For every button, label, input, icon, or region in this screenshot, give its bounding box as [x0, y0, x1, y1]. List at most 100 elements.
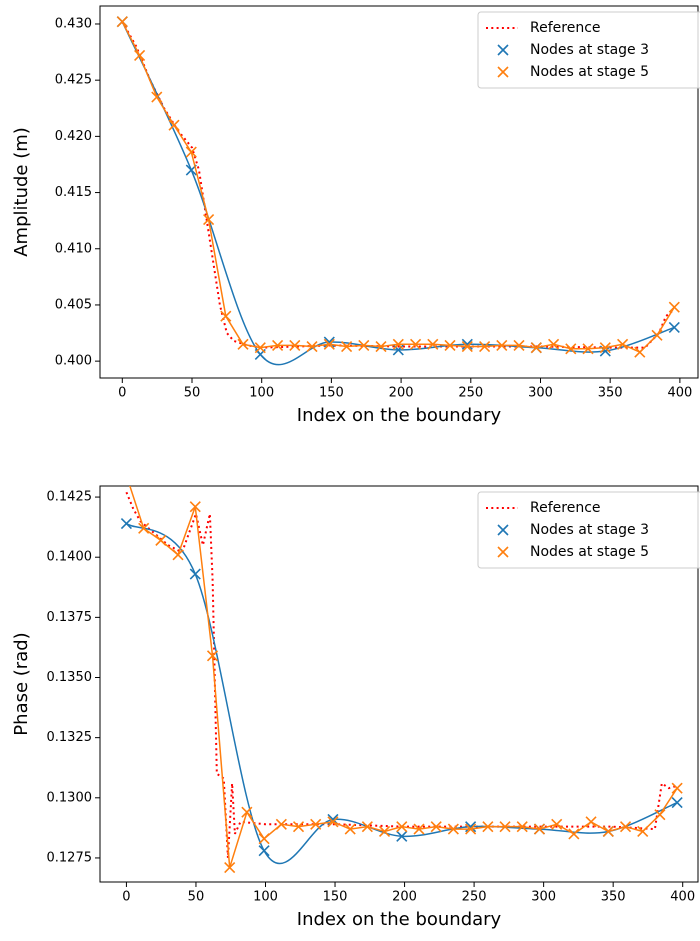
node-marker — [237, 338, 249, 350]
x-tick-label: 400 — [667, 386, 692, 401]
y-tick-label: 0.405 — [55, 297, 92, 312]
axes-frame — [99, 5, 699, 379]
node-marker — [258, 833, 270, 845]
y-tick-label: 0.425 — [55, 73, 92, 88]
node-marker — [224, 861, 236, 874]
x-tick-label: 0 — [118, 386, 126, 401]
legend-marker — [497, 44, 509, 56]
node-marker — [396, 830, 408, 842]
node-marker — [203, 213, 215, 226]
legend-label: Nodes at stage 3 — [530, 522, 649, 538]
node-marker — [189, 501, 201, 513]
y-tick-label: 0.410 — [55, 241, 92, 256]
node-marker — [120, 517, 132, 530]
legend: Reference Nodes at stage 3 Nodes at stage … — [477, 491, 700, 569]
node-marker — [375, 340, 387, 353]
node-marker — [516, 821, 528, 833]
node-marker — [427, 338, 439, 350]
x-tick-label: 250 — [458, 386, 483, 401]
node-marker — [619, 821, 632, 833]
node-marker — [292, 821, 305, 833]
node-marker — [465, 821, 477, 833]
node-marker — [275, 818, 287, 830]
node-marker — [344, 823, 356, 835]
node-marker — [121, 470, 131, 480]
y-tick-label: 0.420 — [55, 129, 92, 144]
x-tick-label: 50 — [188, 890, 205, 905]
node-marker — [637, 825, 649, 838]
node-marker — [461, 338, 473, 350]
legend-label: Nodes at stage 3 — [530, 42, 649, 58]
y-tick-label: 0.430 — [55, 16, 92, 31]
node-marker — [168, 119, 180, 131]
node-marker — [479, 340, 491, 353]
node-marker — [617, 338, 629, 350]
y-axis-label: Phase (rad) — [11, 632, 32, 735]
legend-marker — [497, 546, 509, 558]
node-marker — [396, 821, 408, 833]
axes-frame — [99, 485, 699, 883]
node-marker — [585, 816, 597, 828]
node-marker — [602, 825, 614, 838]
x-axis-label: Index on the boundary — [297, 405, 502, 426]
node-marker — [430, 821, 442, 833]
x-tick-label: 400 — [670, 890, 695, 905]
plot-area — [116, 16, 680, 366]
y-tick-label: 0.400 — [55, 354, 92, 369]
node-marker — [323, 338, 335, 350]
node-marker — [361, 821, 373, 833]
axes: 0 50 100 150 200 250 300 350 400 0.400 0.405 0.410 0… — [11, 5, 699, 426]
node-marker — [551, 818, 563, 830]
node-marker — [668, 301, 680, 313]
x-tick-label: 0 — [122, 890, 130, 905]
node-marker — [306, 340, 318, 353]
node-marker — [151, 91, 163, 103]
x-tick-label: 150 — [319, 386, 344, 401]
legend: Reference Nodes at stage 3 Nodes at stage … — [477, 11, 700, 89]
legend-label: Reference — [530, 20, 601, 36]
y-tick-label: 0.1425 — [47, 490, 93, 505]
node-marker — [548, 338, 560, 350]
x-tick-label: 150 — [323, 890, 348, 905]
node-marker — [220, 310, 232, 322]
x-tick-label: 300 — [531, 890, 556, 905]
node-marker — [654, 809, 666, 821]
node-marker — [172, 549, 184, 561]
node-marker — [668, 321, 680, 333]
x-tick-label: 350 — [601, 890, 626, 905]
node-marker — [134, 49, 146, 62]
node-marker — [310, 818, 322, 830]
node-marker — [341, 340, 353, 353]
y-tick-label: 0.1325 — [47, 730, 93, 745]
y-tick-label: 0.1400 — [47, 550, 93, 565]
node-marker — [138, 522, 150, 534]
node-marker — [565, 343, 577, 355]
legend-box — [477, 491, 700, 569]
node-marker — [116, 16, 128, 28]
x-tick-label: 350 — [598, 386, 623, 401]
node-marker — [533, 823, 546, 835]
legend-marker — [497, 524, 509, 536]
series-line — [125, 522, 678, 865]
plot-area — [120, 470, 683, 874]
node-marker — [413, 823, 425, 835]
node-marker — [634, 346, 646, 358]
node-marker — [599, 342, 611, 354]
node-marker — [289, 339, 301, 351]
x-tick-label: 200 — [392, 890, 417, 905]
node-marker — [444, 339, 456, 351]
node-marker — [241, 806, 253, 818]
node-marker — [671, 797, 683, 809]
node-marker — [530, 342, 542, 354]
node-marker — [392, 338, 404, 350]
y-tick-label: 0.415 — [55, 185, 92, 200]
node-marker — [482, 821, 494, 833]
y-tick-label: 0.1375 — [47, 610, 93, 625]
node-marker — [465, 823, 477, 835]
node-marker — [410, 338, 422, 350]
node-marker — [155, 534, 167, 546]
x-tick-label: 100 — [249, 386, 274, 401]
legend-box — [477, 11, 700, 89]
node-marker — [272, 339, 284, 351]
legend-label: Nodes at stage 5 — [530, 64, 649, 80]
